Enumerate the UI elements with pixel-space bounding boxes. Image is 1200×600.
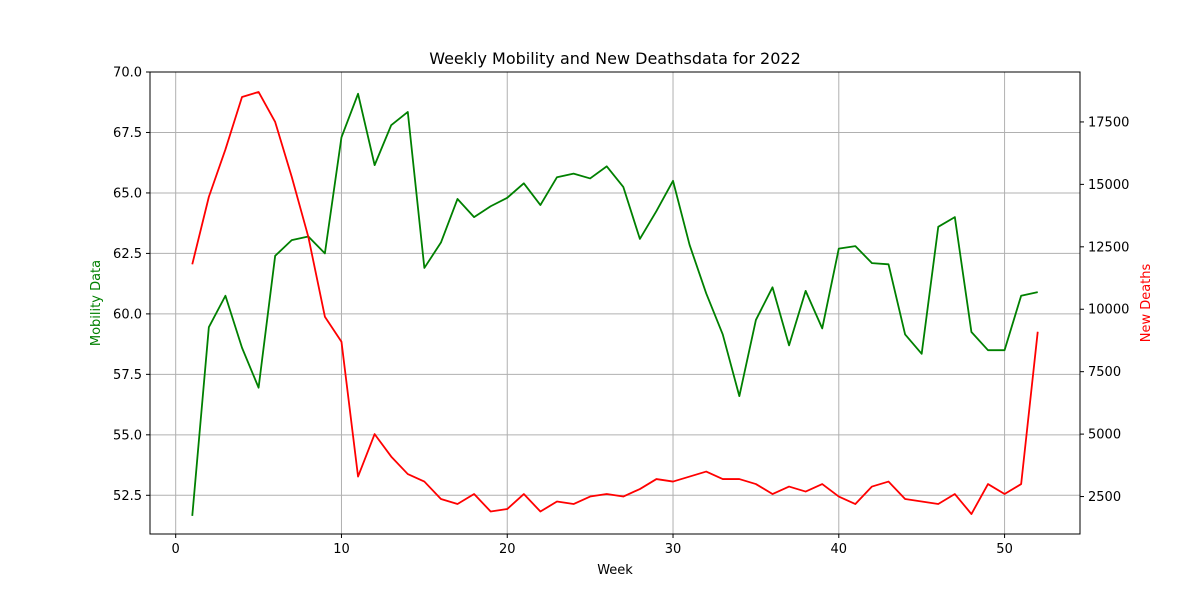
y-right-tick-label: 2500 bbox=[1088, 490, 1121, 505]
y-axis-right: 2500 5000 7500 10000 12500 15000 17500 bbox=[1080, 115, 1129, 505]
x-tick-label: 50 bbox=[996, 542, 1013, 557]
chart-title: Weekly Mobility and New Deathsdata for 2… bbox=[429, 49, 801, 68]
y-left-tick-label: 57.5 bbox=[113, 368, 142, 383]
series-lines bbox=[191, 91, 1039, 516]
y-right-tick-label: 5000 bbox=[1088, 428, 1121, 443]
y-left-tick-label: 70.0 bbox=[113, 66, 142, 81]
y-left-tick-label: 65.0 bbox=[113, 186, 142, 201]
x-tick-label: 10 bbox=[333, 542, 350, 557]
grid bbox=[150, 71, 1080, 534]
x-tick-label: 20 bbox=[499, 542, 516, 557]
x-tick-label: 40 bbox=[831, 542, 848, 557]
y-left-tick-label: 55.0 bbox=[113, 428, 142, 443]
x-tick-label: 30 bbox=[665, 542, 682, 557]
x-tick-label: 0 bbox=[172, 542, 180, 557]
mobility-data-line bbox=[191, 92, 1038, 516]
y-axis-left-label: Mobility Data bbox=[89, 260, 104, 346]
x-axis: 0 10 20 30 40 50 bbox=[172, 534, 1013, 557]
y-left-tick-label: 52.5 bbox=[113, 489, 142, 504]
y-right-tick-label: 10000 bbox=[1088, 303, 1129, 318]
y-axis-left: 52.5 55.0 57.5 60.0 62.5 65.0 67.5 70.0 bbox=[113, 66, 150, 504]
y-right-tick-label: 12500 bbox=[1088, 240, 1129, 255]
y-left-tick-label: 67.5 bbox=[113, 126, 142, 141]
new-deaths-line bbox=[191, 91, 1039, 515]
y-axis-right-label: New Deaths bbox=[1139, 263, 1154, 342]
y-right-tick-label: 15000 bbox=[1088, 178, 1129, 193]
plot-frame bbox=[149, 71, 1081, 535]
y-left-tick-label: 60.0 bbox=[113, 307, 142, 322]
y-right-tick-label: 7500 bbox=[1088, 365, 1121, 380]
x-axis-label: Week bbox=[597, 563, 633, 578]
y-right-tick-label: 17500 bbox=[1088, 115, 1129, 130]
y-left-tick-label: 62.5 bbox=[113, 247, 142, 262]
